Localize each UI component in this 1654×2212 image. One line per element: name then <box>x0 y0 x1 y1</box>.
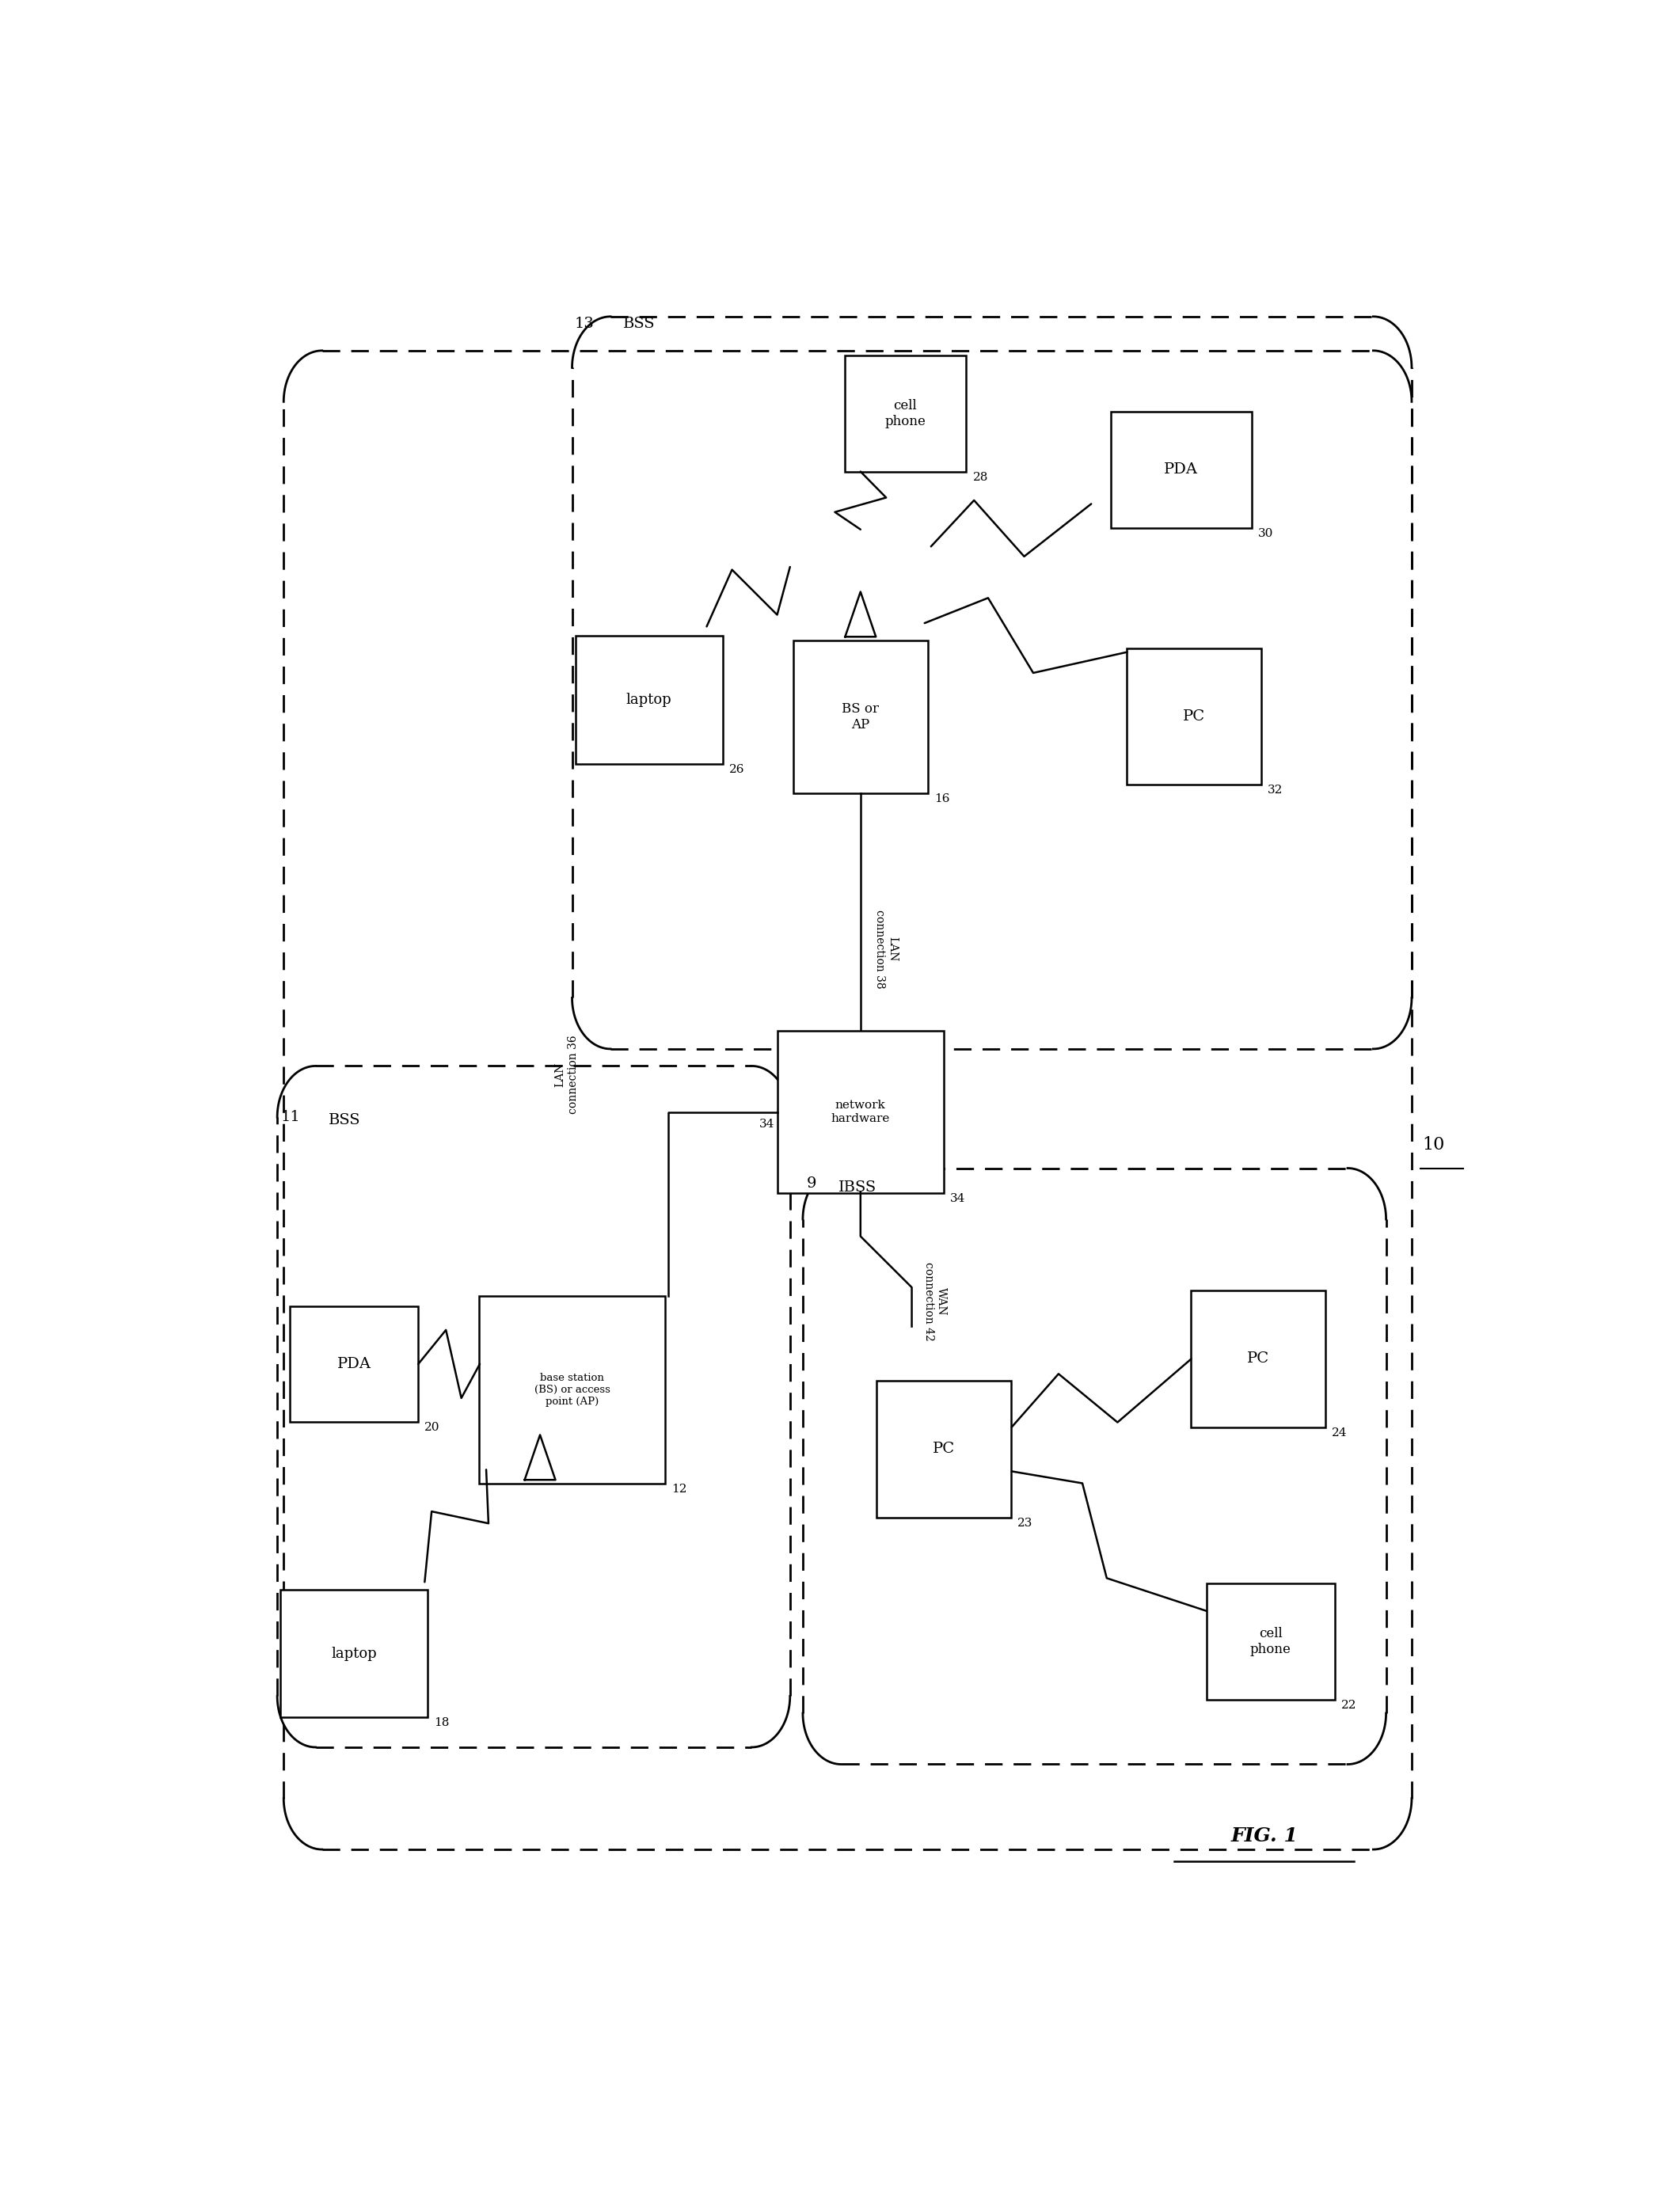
Bar <box>289 1305 418 1422</box>
Text: 9: 9 <box>807 1177 817 1190</box>
Text: laptop: laptop <box>627 692 672 708</box>
Text: network
hardware: network hardware <box>830 1099 890 1124</box>
Text: 18: 18 <box>435 1717 450 1728</box>
Text: PC: PC <box>1247 1352 1269 1367</box>
Text: base station
(BS) or access
point (AP): base station (BS) or access point (AP) <box>534 1374 610 1407</box>
Bar <box>576 635 723 763</box>
Text: LAN
connection 36: LAN connection 36 <box>554 1035 579 1115</box>
Text: BS or
AP: BS or AP <box>842 703 878 732</box>
Text: 13: 13 <box>574 316 594 332</box>
Text: 11: 11 <box>281 1110 301 1124</box>
Bar <box>877 1380 1011 1517</box>
Text: PDA: PDA <box>337 1356 370 1371</box>
Text: 12: 12 <box>672 1484 686 1495</box>
Text: 24: 24 <box>1331 1427 1346 1438</box>
Text: 34: 34 <box>759 1119 774 1130</box>
Text: 26: 26 <box>729 763 744 774</box>
Bar <box>777 1031 944 1192</box>
Text: 30: 30 <box>1259 529 1274 540</box>
Text: 28: 28 <box>973 471 987 482</box>
Bar <box>1207 1584 1335 1699</box>
Bar <box>1110 411 1252 529</box>
Text: BSS: BSS <box>624 316 655 332</box>
Bar <box>281 1590 428 1717</box>
Text: FIG. 1: FIG. 1 <box>1231 1827 1298 1845</box>
Bar <box>845 356 966 471</box>
Text: 16: 16 <box>935 794 949 805</box>
Bar <box>480 1296 665 1484</box>
Text: cell
phone: cell phone <box>1250 1628 1292 1657</box>
Text: 22: 22 <box>1341 1699 1356 1710</box>
Text: PC: PC <box>1183 710 1204 723</box>
Text: 34: 34 <box>949 1192 966 1203</box>
Text: laptop: laptop <box>331 1646 377 1661</box>
Text: WAN
connection 42: WAN connection 42 <box>923 1261 946 1340</box>
Text: PC: PC <box>933 1442 954 1455</box>
Text: PDA: PDA <box>1164 462 1197 478</box>
Text: 32: 32 <box>1267 785 1284 796</box>
Text: LAN
connection 38: LAN connection 38 <box>875 909 898 989</box>
Text: cell
phone: cell phone <box>885 398 926 429</box>
Text: BSS: BSS <box>329 1113 361 1128</box>
Text: 10: 10 <box>1422 1137 1444 1155</box>
Text: 20: 20 <box>425 1422 440 1433</box>
Text: IBSS: IBSS <box>839 1179 877 1194</box>
Bar <box>1126 648 1260 785</box>
Bar <box>1191 1292 1325 1427</box>
Text: 23: 23 <box>1017 1517 1032 1528</box>
Bar <box>794 639 928 794</box>
